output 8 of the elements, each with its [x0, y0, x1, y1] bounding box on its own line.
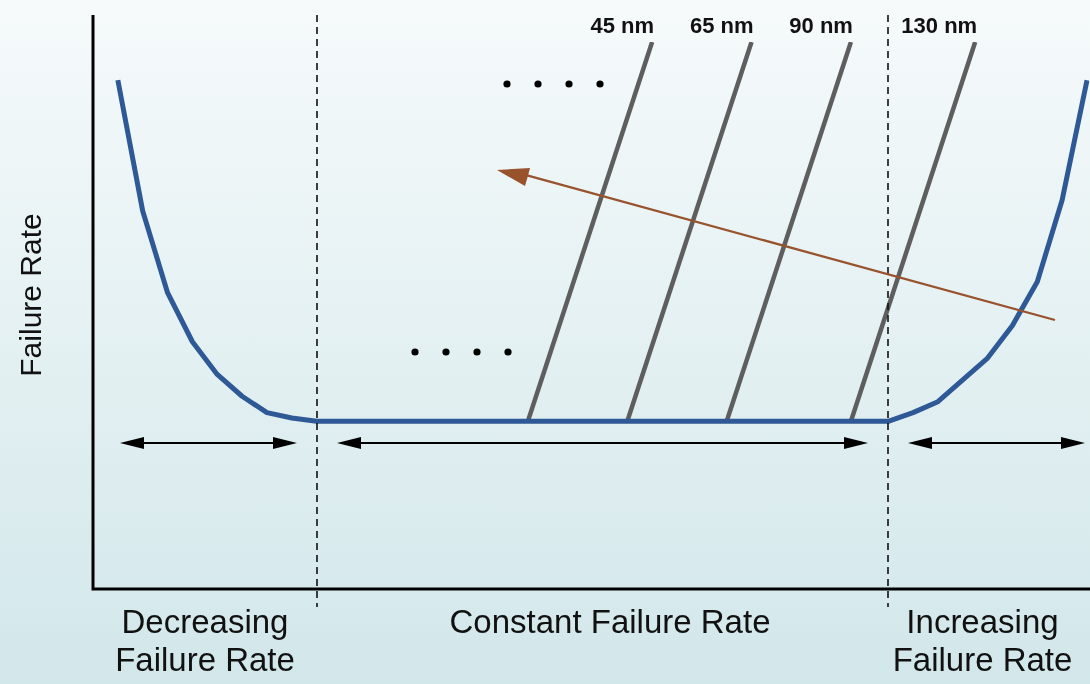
text: Increasing Failure Rate [891, 603, 1074, 679]
series-label: 45 nm [590, 13, 655, 39]
text: Decreasing Failure Rate [114, 603, 296, 679]
series-label: 65 nm [689, 13, 754, 39]
text: Constant Failure Rate [448, 603, 772, 641]
series-label: 130 nm [901, 13, 978, 39]
series-label: 90 nm [789, 13, 853, 39]
y-axis-title: Failure Rate [13, 213, 48, 377]
